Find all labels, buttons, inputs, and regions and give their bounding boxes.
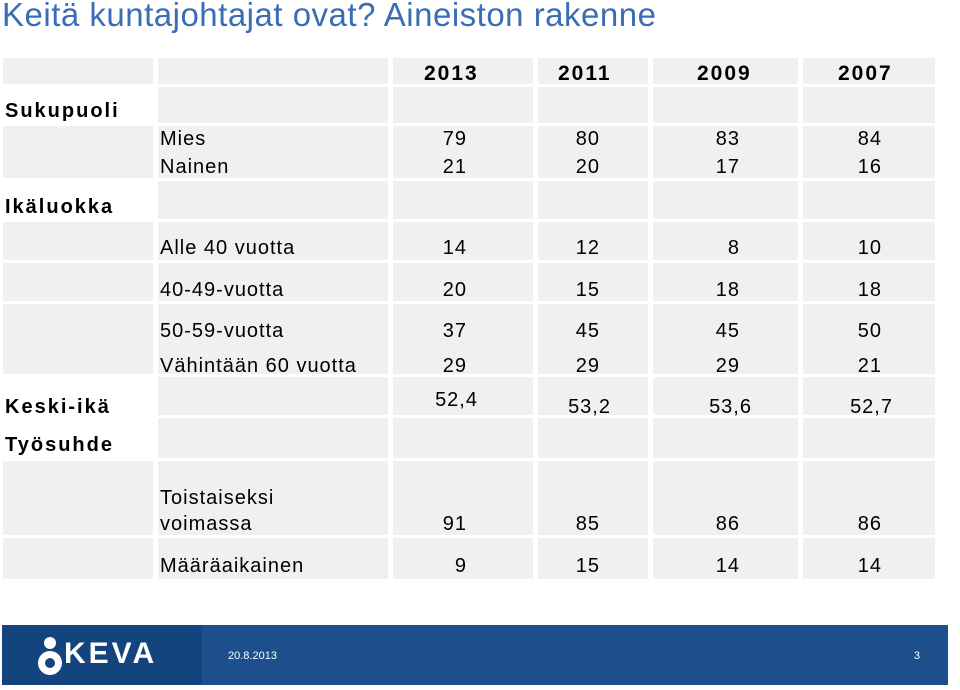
gender-data-row	[3, 126, 935, 178]
row-label-yli60: Vähintään 60 vuotta	[160, 355, 357, 377]
value-mean-age-2009: 53,6	[709, 396, 752, 418]
value-nainen-2007: 16	[857, 156, 882, 178]
employment-row-2	[3, 538, 935, 579]
col-header-2011: 2011	[558, 62, 612, 85]
value-50-59-2009: 45	[715, 320, 740, 342]
value-alle40-2007: 10	[857, 237, 882, 259]
value-maaraaikainen-2013: 9	[454, 555, 467, 577]
header-row	[3, 58, 935, 84]
col-header-2007: 2007	[838, 62, 893, 85]
footer-date: 20.8.2013	[228, 650, 277, 662]
logo-text: KEVA	[64, 637, 158, 670]
value-toistaiseksi-2009: 86	[715, 513, 740, 535]
value-mean-age-2013: 52,4	[435, 389, 478, 411]
row-label-alle40: Alle 40 vuotta	[160, 237, 296, 259]
category-mean-age: Keski-ikä	[5, 396, 111, 418]
gender-header-row	[3, 87, 935, 123]
logo: KEVA	[2, 625, 202, 685]
value-maaraaikainen-2007: 14	[857, 555, 882, 577]
category-age-group: Ikäluokka	[5, 196, 115, 218]
value-alle40-2013: 14	[442, 237, 467, 259]
row-label-50-59: 50-59-vuotta	[160, 320, 285, 342]
value-maaraaikainen-2011: 15	[575, 555, 600, 577]
row-label-maaraaikainen: Määräaikainen	[160, 555, 305, 577]
category-employment: Työsuhde	[5, 434, 114, 456]
value-mies-2009: 83	[715, 128, 740, 150]
page-title: Keitä kuntajohtajat ovat? Aineiston rake…	[2, 0, 657, 33]
value-nainen-2009: 17	[715, 156, 740, 178]
footer-bar: KEVA 20.8.2013 3	[2, 625, 948, 685]
category-gender: Sukupuoli	[5, 100, 120, 122]
row-label-40-49: 40-49-vuotta	[160, 279, 285, 301]
value-40-49-2009: 18	[715, 279, 740, 301]
age-row-2	[3, 263, 935, 301]
mean-age-row	[3, 377, 935, 415]
keva-figure-icon	[38, 637, 62, 675]
value-mies-2007: 84	[857, 128, 882, 150]
row-label-mies: Mies	[160, 128, 207, 150]
value-50-59-2011: 45	[575, 320, 600, 342]
page-number: 3	[913, 650, 920, 662]
data-table	[3, 58, 935, 579]
value-nainen-2011: 20	[575, 156, 600, 178]
value-toistaiseksi-2013: 91	[442, 513, 467, 535]
value-50-59-2007: 50	[857, 320, 882, 342]
col-header-2013: 2013	[424, 62, 479, 85]
value-toistaiseksi-2011: 85	[575, 513, 600, 535]
value-mies-2011: 80	[575, 128, 600, 150]
value-alle40-2009: 8	[727, 237, 740, 259]
value-yli60-2011: 29	[575, 355, 600, 377]
value-50-59-2013: 37	[442, 320, 467, 342]
value-yli60-2007: 21	[857, 355, 882, 377]
value-toistaiseksi-2007: 86	[857, 513, 882, 535]
age-row-1	[3, 222, 935, 260]
employment-row-1	[3, 461, 935, 535]
row-label-toistaiseksi-2: voimassa	[160, 513, 253, 535]
value-yli60-2009: 29	[715, 355, 740, 377]
value-mies-2013: 79	[442, 128, 467, 150]
col-header-2009: 2009	[697, 62, 752, 85]
row-label-nainen: Nainen	[160, 156, 230, 178]
value-nainen-2013: 21	[442, 156, 467, 178]
age-header-row	[3, 181, 935, 219]
age-row-3	[3, 304, 935, 374]
value-alle40-2011: 12	[575, 237, 600, 259]
value-40-49-2011: 15	[575, 279, 600, 301]
value-40-49-2013: 20	[442, 279, 467, 301]
value-mean-age-2011: 53,2	[568, 396, 611, 418]
value-maaraaikainen-2009: 14	[715, 555, 740, 577]
row-label-toistaiseksi-1: Toistaiseksi	[160, 487, 275, 509]
employment-header-row	[3, 418, 935, 458]
value-mean-age-2007: 52,7	[850, 396, 893, 418]
value-40-49-2007: 18	[857, 279, 882, 301]
value-yli60-2013: 29	[442, 355, 467, 377]
